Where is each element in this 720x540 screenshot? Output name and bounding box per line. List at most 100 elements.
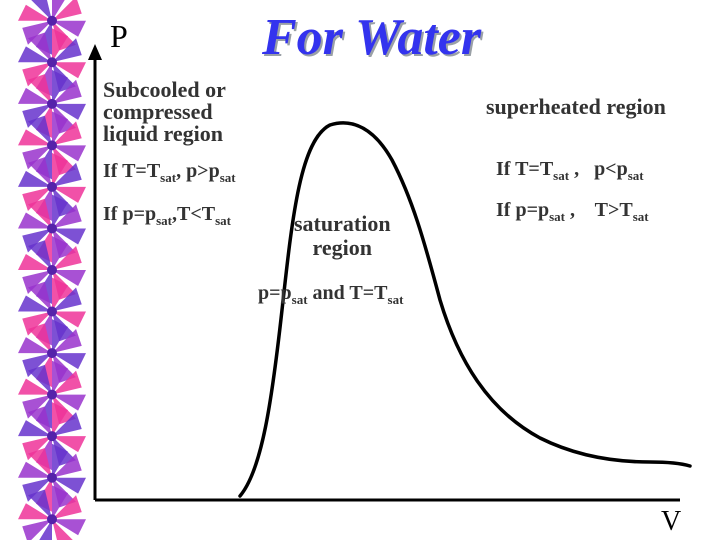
saturation-cond-sub1: sat xyxy=(291,292,308,307)
pinwheel-blade xyxy=(52,79,82,104)
pinwheel-blade xyxy=(27,115,52,146)
pinwheel-hub xyxy=(47,15,57,26)
y-axis-label: P xyxy=(110,18,128,54)
pinwheel-blade xyxy=(18,254,52,270)
pinwheel-blade xyxy=(52,111,68,146)
pinwheel-blade xyxy=(52,145,86,162)
pinwheel-blade xyxy=(52,277,68,312)
pinwheel-hub xyxy=(47,265,57,275)
pinwheel-blade xyxy=(31,0,52,21)
pinwheel-blade xyxy=(52,370,82,395)
pinwheel-blade xyxy=(52,236,68,270)
pinwheel-blade xyxy=(52,485,68,520)
pinwheel-blade xyxy=(18,46,52,63)
pinwheel-hub xyxy=(47,98,57,109)
pinwheel-hub xyxy=(47,389,57,400)
pinwheel-blade xyxy=(18,420,52,437)
pinwheel-blade xyxy=(52,287,82,312)
pinwheel-blade xyxy=(52,394,86,411)
pinwheel-blade xyxy=(52,194,68,229)
x-axis-label: V xyxy=(661,506,682,537)
pinwheel-blade xyxy=(52,443,68,478)
pinwheel-blade xyxy=(39,519,52,540)
pinwheel-blade xyxy=(52,360,68,395)
pinwheel-blade xyxy=(18,461,52,478)
pinwheel-blade xyxy=(27,240,52,270)
pinwheel-blade xyxy=(27,157,52,187)
pinwheel-hub xyxy=(47,348,57,359)
pinwheel-blade xyxy=(52,311,86,328)
pinwheel-blade xyxy=(27,32,52,63)
pinwheel-blade xyxy=(22,519,52,540)
pinwheel-hub xyxy=(47,223,57,234)
subcooled-cond1-pre: If T=T xyxy=(103,160,161,182)
subcooled-cond2-pre: If p=p xyxy=(103,203,157,225)
pinwheel-blade xyxy=(52,477,86,494)
pinwheel-blade xyxy=(52,0,82,21)
pinwheel-blade xyxy=(27,323,52,354)
superheated-cond1-pre: If T=T xyxy=(496,158,554,180)
pinwheel-blade xyxy=(27,406,52,437)
pinwheel-blade xyxy=(52,152,68,187)
pinwheel-blade xyxy=(52,270,86,286)
pinwheel-blade xyxy=(52,69,68,104)
pinwheel-blade xyxy=(52,519,86,536)
pinwheel-blade xyxy=(27,364,52,395)
pinwheel-border xyxy=(18,0,86,540)
pinwheel-blade xyxy=(27,489,52,520)
saturation-cond-mid: and T=T xyxy=(307,282,388,304)
subcooled-condition-2: If p=psat,T<Tsat xyxy=(103,203,231,229)
superheated-region-label: superheated region xyxy=(486,94,666,119)
saturation-curve xyxy=(238,121,692,498)
superheated-cond1-mid: , p<p xyxy=(569,158,628,180)
pinwheel-hub xyxy=(47,140,57,151)
pinwheel-blade xyxy=(52,103,86,120)
pinwheel-blade xyxy=(27,447,52,478)
superheated-cond2-sub1: sat xyxy=(549,209,565,224)
superheated-condition-1: If T=Tsat , p<psat xyxy=(486,135,644,184)
pinwheel-blade xyxy=(52,495,82,520)
pinwheel-icon xyxy=(18,402,86,471)
pinwheel-blade xyxy=(52,186,86,203)
pinwheel-blade xyxy=(27,281,52,312)
pinwheel-blade xyxy=(52,329,82,354)
superheated-cond2-mid: , T>T xyxy=(564,199,633,221)
pinwheel-blade xyxy=(18,295,52,312)
superheated-condition-2: If p=psat , T>Tsat xyxy=(486,176,649,225)
pinwheel-blade xyxy=(52,402,68,437)
superheated-cond2-sub2: sat xyxy=(632,209,649,224)
pinwheel-blade xyxy=(18,87,52,104)
subcooled-cond1-sub2: sat xyxy=(219,170,236,185)
superheated-cond2-pre: If p=p xyxy=(496,199,550,221)
pinwheel-blade xyxy=(18,129,52,146)
pinwheel-blade xyxy=(18,503,52,520)
y-axis-arrow-icon xyxy=(88,44,102,60)
subcooled-condition-1: If T=Tsat, p>psat xyxy=(103,160,236,186)
pinwheel-blade xyxy=(52,28,68,63)
pinwheel-blade xyxy=(52,0,65,21)
pinwheel-hub xyxy=(47,57,57,68)
pinwheel-blade xyxy=(52,519,73,540)
subcooled-cond1-mid: , p>p xyxy=(176,160,220,182)
subcooled-cond1-sub1: sat xyxy=(160,170,177,185)
superheated-cond1-sub2: sat xyxy=(627,168,644,183)
pinwheel-blade xyxy=(52,436,86,453)
pinwheel-icon xyxy=(18,485,86,540)
subcooled-cond2-sub2: sat xyxy=(215,213,231,228)
pinwheel-blade xyxy=(18,170,52,187)
saturation-condition: p=psat and T=Tsat xyxy=(258,282,403,308)
saturation-region-label: saturation region xyxy=(294,211,391,260)
subcooled-cond2-mid: ,T<T xyxy=(171,203,216,225)
pinwheel-blade xyxy=(52,453,82,478)
pinwheel-blade xyxy=(52,353,86,370)
pinwheel-blade xyxy=(52,62,86,79)
pinwheel-blade xyxy=(52,38,82,63)
superheated-cond1-sub1: sat xyxy=(553,168,570,183)
pinwheel-blade xyxy=(18,212,52,229)
pinwheel-blade xyxy=(18,378,52,395)
pinwheel-hub xyxy=(47,181,57,192)
pinwheel-blade xyxy=(52,204,82,229)
saturation-cond-sub2: sat xyxy=(387,292,404,307)
pinwheel-blade xyxy=(18,4,52,21)
pinwheel-blade xyxy=(52,412,82,437)
